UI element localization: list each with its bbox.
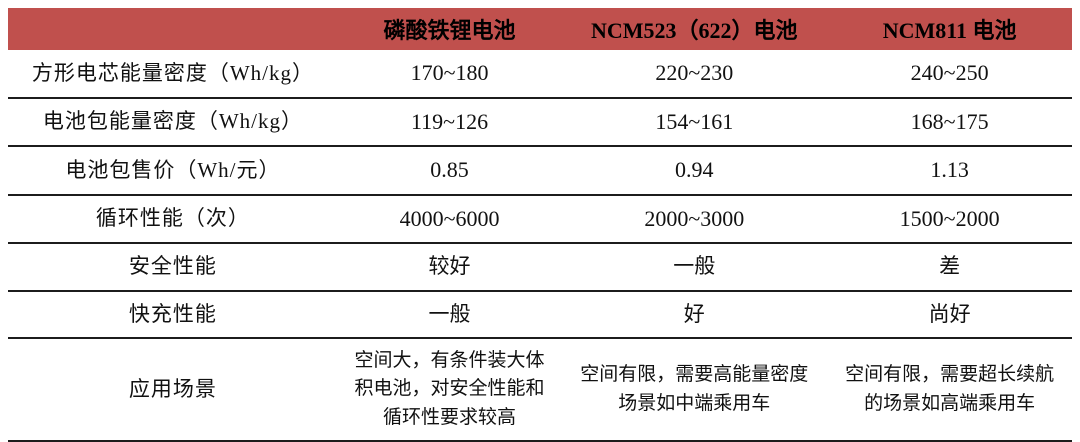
table-body: 方形电芯能量密度（Wh/kg） 170~180 220~230 240~250 … [8,50,1072,442]
value-cell: 4000~6000 [337,194,562,245]
value-cell: 差 [827,243,1072,292]
value-cell: 119~126 [337,97,562,148]
row-label-cell-energy-density: 方形电芯能量密度（Wh/kg） [8,50,338,99]
row-label-cell-safety: 安全性能 [8,243,338,292]
column-header-lfp: 磷酸铁锂电池 [337,8,562,50]
row-label-cell-cycle-life: 循环性能（次） [8,194,338,245]
column-header-blank [8,8,338,50]
battery-comparison-table-wrap: 磷酸铁锂电池 NCM523（622）电池 NCM811 电池 方形电芯能量密度（… [8,8,1072,442]
table-row: 电池包能量密度（Wh/kg） 119~126 154~161 168~175 [8,97,1072,148]
value-cell: 1.13 [827,146,1072,196]
value-cell: 0.85 [337,146,562,196]
row-label-cell-application: 应用场景 [8,337,338,442]
value-cell: 空间大，有条件装大体积电池，对安全性能和循环性要求较高 [337,337,562,442]
value-cell: 1500~2000 [827,194,1072,245]
header-row: 磷酸铁锂电池 NCM523（622）电池 NCM811 电池 [8,8,1072,50]
value-cell: 170~180 [337,50,562,99]
value-cell: 好 [561,290,828,339]
value-cell: 0.94 [561,146,828,196]
table-row: 循环性能（次） 4000~6000 2000~3000 1500~2000 [8,194,1072,245]
value-cell: 168~175 [827,97,1072,148]
value-cell: 空间有限，需要超长续航的场景如高端乘用车 [827,337,1072,442]
table-row: 快充性能 一般 好 尚好 [8,290,1072,339]
column-header-ncm811: NCM811 电池 [827,8,1072,50]
value-cell: 2000~3000 [561,194,828,245]
row-label-cell-pack-price: 电池包售价（Wh/元） [8,146,338,196]
battery-comparison-table: 磷酸铁锂电池 NCM523（622）电池 NCM811 电池 方形电芯能量密度（… [8,8,1072,442]
table-row: 安全性能 较好 一般 差 [8,243,1072,292]
table-row: 方形电芯能量密度（Wh/kg） 170~180 220~230 240~250 [8,50,1072,99]
row-label-cell-pack-energy-density: 电池包能量密度（Wh/kg） [8,97,338,148]
table-row: 电池包售价（Wh/元） 0.85 0.94 1.13 [8,146,1072,196]
value-cell: 尚好 [827,290,1072,339]
value-cell: 240~250 [827,50,1072,99]
value-cell: 较好 [337,243,562,292]
value-cell: 154~161 [561,97,828,148]
value-cell: 一般 [561,243,828,292]
value-cell: 一般 [337,290,562,339]
table-row: 应用场景 空间大，有条件装大体积电池，对安全性能和循环性要求较高 空间有限，需要… [8,337,1072,442]
value-cell: 空间有限，需要高能量密度场景如中端乘用车 [561,337,828,442]
table-header: 磷酸铁锂电池 NCM523（622）电池 NCM811 电池 [8,8,1072,50]
column-header-ncm523: NCM523（622）电池 [561,8,828,50]
row-label-cell-fast-charge: 快充性能 [8,290,338,339]
value-cell: 220~230 [561,50,828,99]
